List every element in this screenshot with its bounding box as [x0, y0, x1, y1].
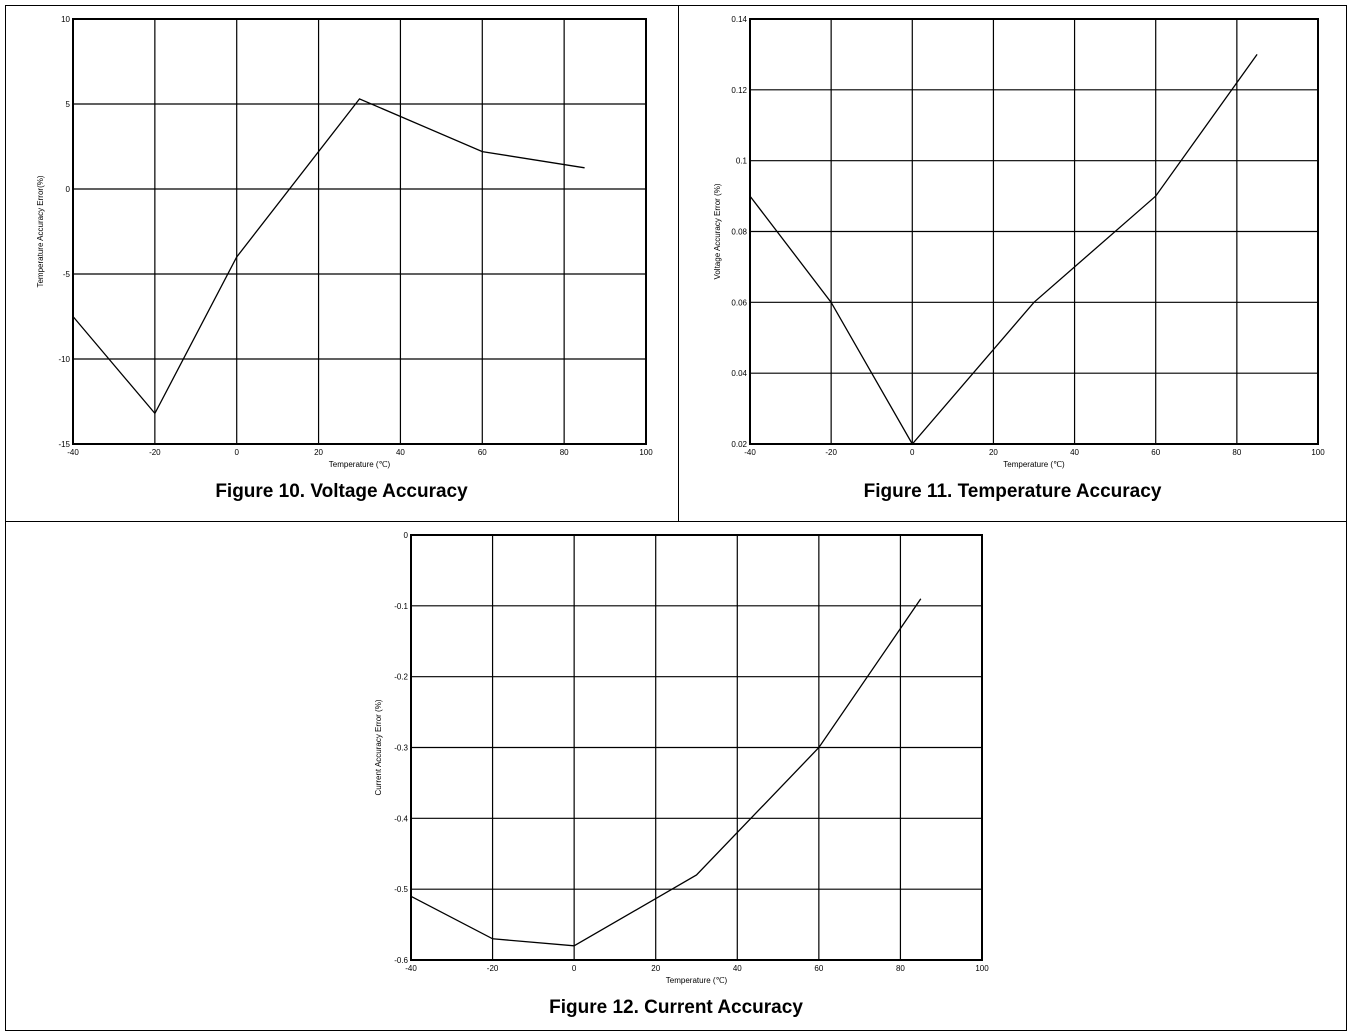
fig11-xtick-label: 20 — [989, 448, 998, 457]
fig11-xtick-label: 60 — [1151, 448, 1160, 457]
fig11-xtick-label: 80 — [1232, 448, 1241, 457]
fig11-ytick-label: 0.12 — [731, 86, 747, 95]
fig11-y-axis-label: Voltage Accuracy Error (%) — [713, 183, 722, 279]
fig12-xtick-label: 100 — [975, 964, 989, 973]
figure-10-caption: Figure 10. Voltage Accuracy — [215, 481, 468, 502]
fig11-ytick-label: 0.02 — [731, 440, 747, 449]
fig10-xtick-label: -20 — [149, 448, 161, 457]
fig10-x-axis-label: Temperature (℃) — [329, 460, 391, 469]
fig12-xtick-label: -40 — [405, 964, 417, 973]
fig11-series-line — [749, 54, 1258, 446]
fig12-ytick-label: -0.5 — [394, 885, 408, 894]
fig10-series-line — [72, 98, 585, 415]
fig12-xtick-label: 40 — [733, 964, 742, 973]
fig11-ytick-label: 0.06 — [731, 298, 747, 307]
fig10-xtick-label: 20 — [314, 448, 323, 457]
fig11-xtick-label: 100 — [1311, 448, 1325, 457]
fig10-ytick-label: 0 — [66, 185, 71, 194]
fig11-ytick-label: 0.14 — [731, 15, 747, 24]
fig12-ytick-label: -0.1 — [394, 602, 408, 611]
fig11-xtick-label: 0 — [910, 448, 915, 457]
fig12-ytick-label: 0 — [404, 531, 409, 540]
figure-table-frame — [5, 5, 1347, 1031]
fig10-ytick-label: -10 — [58, 355, 70, 364]
fig10-ytick-label: 5 — [66, 100, 71, 109]
fig10-y-axis-label: Temperature Accuracy Error(%) — [36, 175, 45, 287]
fig11-ytick-label: 0.08 — [731, 228, 747, 237]
fig11-ytick-label: 0.1 — [736, 157, 748, 166]
fig10-ytick-label: 10 — [61, 15, 70, 24]
fig12-ytick-label: -0.3 — [394, 744, 408, 753]
fig12-xtick-label: 20 — [651, 964, 660, 973]
fig10-ytick-label: -5 — [63, 270, 71, 279]
column-divider — [678, 5, 679, 521]
fig11-x-axis-label: Temperature (℃) — [1003, 460, 1065, 469]
fig12-series-line — [410, 598, 922, 947]
fig10-xtick-label: -40 — [67, 448, 79, 457]
fig12-y-axis-label: Current Accuracy Error (%) — [374, 699, 383, 795]
fig10-xtick-label: 40 — [396, 448, 405, 457]
fig10-xtick-label: 80 — [560, 448, 569, 457]
fig11-xtick-label: 40 — [1070, 448, 1079, 457]
fig12-ytick-label: -0.6 — [394, 956, 408, 965]
fig11-xtick-label: -40 — [744, 448, 756, 457]
fig12-xtick-label: 0 — [572, 964, 577, 973]
fig10-xtick-label: 0 — [234, 448, 239, 457]
figure-12-caption: Figure 12. Current Accuracy — [549, 997, 803, 1018]
fig11-plot-frame — [749, 18, 1319, 445]
fig11-ytick-label: 0.04 — [731, 369, 747, 378]
fig11-xtick-label: -20 — [825, 448, 837, 457]
fig10-xtick-label: 60 — [478, 448, 487, 457]
fig12-xtick-label: -20 — [487, 964, 499, 973]
fig10-plot-frame — [72, 18, 647, 445]
fig12-plot-frame — [410, 534, 983, 961]
fig12-ytick-label: -0.2 — [394, 673, 408, 682]
figure-11-caption: Figure 11. Temperature Accuracy — [863, 481, 1162, 502]
fig12-xtick-label: 80 — [896, 964, 905, 973]
fig10-xtick-label: 100 — [639, 448, 653, 457]
fig10-ytick-label: -15 — [58, 440, 70, 449]
fig12-x-axis-label: Temperature (℃) — [666, 976, 728, 985]
fig12-xtick-label: 60 — [814, 964, 823, 973]
row-divider — [5, 521, 1347, 522]
fig12-ytick-label: -0.4 — [394, 814, 408, 823]
